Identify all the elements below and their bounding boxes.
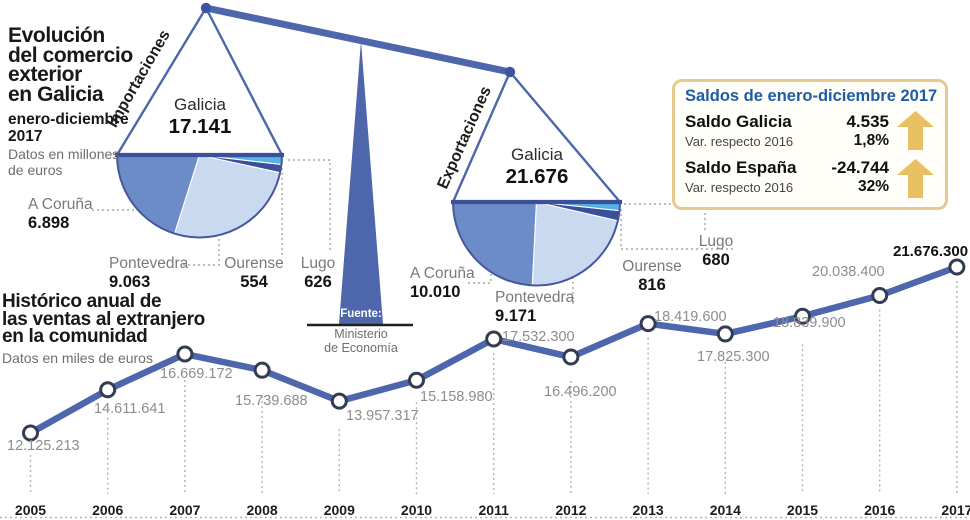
leader-line	[620, 209, 736, 250]
year-label-2011: 2011	[478, 502, 509, 518]
data-point-2014	[716, 325, 734, 343]
leader-line	[468, 271, 492, 284]
imports-region-label: Galicia	[174, 95, 226, 114]
year-label-2012: 2012	[555, 502, 587, 518]
data-point-2009	[330, 392, 348, 410]
year-label-2014: 2014	[709, 502, 741, 518]
year-label-2007: 2007	[169, 502, 201, 518]
data-point-2012	[562, 348, 580, 366]
units-note: Datos en millones de euros	[8, 146, 120, 178]
data-point-2007	[176, 345, 194, 363]
point-value-label-2015: 18.839.900	[773, 315, 846, 331]
point-value-label-2017: 21.676.300	[893, 243, 969, 260]
imports-ourense-label: Ourense 554	[224, 255, 284, 291]
year-label-2015: 2015	[786, 502, 819, 518]
data-point-2010	[408, 371, 425, 389]
data-point-2011	[485, 330, 503, 348]
imports-pontevedra-label: Pontevedra 9.063	[109, 255, 189, 291]
fulcrum-triangle	[339, 41, 383, 324]
saldo-galicia-label: Saldo Galicia	[685, 112, 792, 131]
saldos-panel-title: Saldos de enero-diciembre 2017	[685, 87, 938, 105]
leader-line	[288, 159, 331, 251]
year-label-2008: 2008	[246, 502, 278, 518]
up-arrow-icon	[897, 159, 934, 198]
data-point-2013	[639, 315, 657, 333]
page-title: Evolución del comercio exterior en Galic…	[8, 24, 133, 106]
point-value-label-2007: 16.669.172	[160, 366, 233, 382]
saldo-galicia-value: 4.535	[846, 112, 889, 131]
exports-lugo-label: Lugo 680	[698, 233, 734, 269]
data-point-2006	[99, 381, 117, 399]
leader-line	[183, 237, 220, 266]
point-value-label-2012: 16.496.200	[544, 384, 617, 400]
beam-pivot-dot	[504, 66, 516, 78]
year-label-2010: 2010	[400, 502, 433, 518]
pie-outline	[116, 154, 283, 239]
saldo-espana-var-label: Var. respecto 2016	[685, 180, 794, 195]
exports-ourense-label: Ourense 816	[622, 258, 682, 294]
period-subtitle: enero-diciembre 2017	[8, 111, 129, 145]
saldo-espana-value: -24.744	[831, 158, 889, 177]
data-point-2008	[253, 361, 271, 379]
saldos-panel	[672, 79, 948, 210]
up-arrow-icon	[897, 111, 934, 150]
exports-pontevedra-label: Pontevedra 9.171	[495, 289, 575, 325]
point-value-label-2010: 15.158.980	[420, 389, 493, 405]
saldo-espana-var-value: 32%	[857, 178, 889, 195]
point-value-label-2014: 17.825.300	[697, 349, 770, 365]
year-label-2009: 2009	[323, 502, 355, 518]
data-point-2005	[22, 424, 39, 442]
exports-region-label: Galicia	[511, 145, 563, 164]
pie-outline	[452, 201, 621, 287]
imports-acoruna-label: A Coruña 6.898	[28, 196, 93, 232]
year-label-2016: 2016	[864, 502, 896, 518]
point-value-label-2009: 13.957.317	[346, 408, 419, 424]
source-label: Fuente:	[340, 308, 382, 320]
point-value-label-2005: 12.125.213	[7, 438, 80, 454]
exports-total-value: 21.676	[505, 165, 569, 188]
pan-cord	[115, 7, 208, 156]
beam-pivot-dot	[200, 2, 212, 14]
point-value-label-2008: 15.739.688	[235, 393, 308, 409]
point-value-label-2006: 14.611.641	[94, 401, 166, 417]
data-point-2017	[948, 258, 966, 276]
year-label-2005: 2005	[14, 502, 47, 518]
data-point-2016	[871, 286, 889, 304]
chart-title: Histórico anual de las ventas al extranj…	[2, 291, 205, 347]
point-value-label-2011: 17.532.300	[502, 329, 575, 345]
saldo-espana-label: Saldo España	[685, 158, 797, 177]
point-value-label-2013: 18.419.600	[654, 309, 727, 325]
year-label-2017: 2017	[941, 502, 970, 518]
pan-cord	[509, 71, 621, 203]
source-name: Ministerio de Economía	[324, 327, 398, 355]
exports-acoruna-label: A Coruña 10.010	[410, 265, 475, 301]
point-value-label-2016: 20.038.400	[812, 264, 885, 280]
pan-cord	[204, 7, 284, 156]
saldo-galicia-var-label: Var. respecto 2016	[685, 134, 794, 149]
imports-total-value: 17.141	[168, 115, 232, 138]
balance-beam	[202, 4, 514, 76]
saldo-galicia-var-value: 1,8%	[853, 132, 889, 149]
pan-cord	[451, 71, 512, 203]
imports-lugo-label: Lugo 626	[300, 255, 336, 291]
data-point-2015	[794, 307, 811, 325]
chart-units-note: Datos en miles de euros	[2, 350, 153, 366]
year-label-2006: 2006	[92, 502, 124, 518]
year-label-2013: 2013	[632, 502, 664, 518]
